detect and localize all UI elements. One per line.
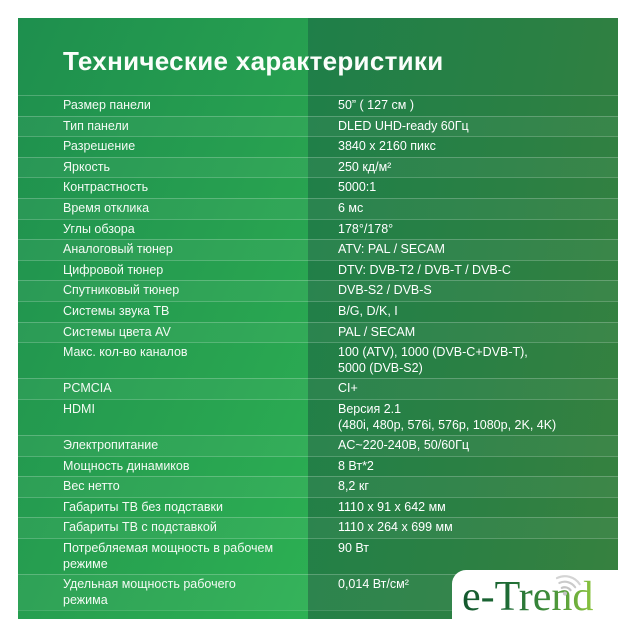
spec-value: 1110 x 91 x 642 мм — [338, 499, 446, 514]
spec-value: AC~220-240В, 50/60Гц — [338, 438, 470, 453]
spec-value: 8,2 кг — [338, 479, 369, 494]
card-background-left — [18, 18, 308, 619]
spec-value: 8 Вт*2 — [338, 458, 374, 473]
spec-label: Вес нетто — [63, 479, 120, 494]
table-row: Вес нетто 8,2 кг — [18, 476, 618, 497]
table-row: HDMI Версия 2.1 (480i, 480p, 576i, 576p,… — [18, 398, 618, 435]
spec-value: DVB-S2 / DVB-S — [338, 283, 432, 298]
spec-value: 0,014 Вт/см² — [338, 577, 409, 592]
spec-label: Контрастность — [63, 180, 149, 195]
page-title: Технические характеристики — [63, 46, 444, 76]
table-row: Электропитание AC~220-240В, 50/60Гц — [18, 435, 618, 456]
table-row: Разрешение 3840 x 2160 пикс — [18, 136, 618, 157]
spec-label: Макс. кол-во каналов — [63, 345, 188, 360]
spec-label: Аналоговый тюнер — [63, 242, 173, 257]
spec-label: Разрешение — [63, 139, 136, 154]
spec-label: Системы звука ТВ — [63, 303, 170, 318]
table-row: Макс. кол-во каналов 100 (ATV), 1000 (DV… — [18, 342, 618, 378]
spec-label: Тип панели — [63, 118, 129, 133]
spec-value: 50” ( 127 см ) — [338, 98, 414, 112]
spec-label: Яркость — [63, 159, 111, 174]
table-row: Системы звука ТВ B/G, D/K, I — [18, 300, 618, 322]
table-row: Системы цвета AV PAL / SECAM — [18, 321, 618, 343]
table-row: Габариты ТВ с подставкой 1110 x 264 x 69… — [18, 517, 618, 539]
table-row: Мощность динамиков 8 Вт*2 — [18, 455, 618, 477]
table-row: Время отклика 6 мс — [18, 197, 618, 219]
table-row: Аналоговый тюнер ATV: PAL / SECAM — [18, 239, 618, 260]
spec-value: PAL / SECAM — [338, 324, 416, 339]
specs-table: Размер панели 50” ( 127 см ) Тип панели … — [18, 95, 618, 612]
spec-value: CI+ — [338, 381, 358, 396]
spec-card: Технические характеристики Размер панели… — [18, 18, 618, 619]
spec-label: Углы обзора — [63, 221, 135, 236]
spec-value: 250 кд/м² — [338, 159, 392, 174]
spec-value: 6 мс — [338, 200, 364, 215]
spec-value: DLED UHD-ready 60Гц — [338, 118, 469, 133]
spec-value: 90 Вт — [338, 541, 370, 556]
spec-label: PCMCIA — [63, 381, 112, 396]
spec-value: 100 (ATV), 1000 (DVB-C+DVB-T), 5000 (DVB… — [338, 345, 528, 375]
title-bar: Технические характеристики — [18, 18, 618, 95]
spec-label: Электропитание — [63, 438, 159, 453]
spec-label: Размер панели — [63, 98, 151, 112]
table-row: Потребляемая мощность в рабочем режиме 9… — [18, 538, 618, 574]
spec-value: DTV: DVB-T2 / DVB-T / DVB-C — [338, 262, 511, 277]
spec-label: Удельная мощность рабочего режима — [63, 577, 236, 607]
table-row: Размер панели 50” ( 127 см ) — [18, 95, 618, 116]
logo-box: e-Trend — [452, 570, 640, 640]
spec-value: 3840 x 2160 пикс — [338, 139, 436, 154]
spec-label: Габариты ТВ с подставкой — [63, 520, 217, 535]
spec-label: Мощность динамиков — [63, 458, 190, 473]
spec-label: HDMI — [63, 401, 95, 416]
table-row: PCMCIA CI+ — [18, 378, 618, 399]
spec-value: 5000:1 — [338, 180, 377, 195]
spec-value: B/G, D/K, I — [338, 303, 398, 318]
table-row: Углы обзора 178°/178° — [18, 218, 618, 240]
spec-value: Версия 2.1 (480i, 480p, 576i, 576p, 1080… — [338, 401, 557, 432]
wifi-icon — [555, 575, 581, 596]
table-row: Тип панели DLED UHD-ready 60Гц — [18, 115, 618, 137]
spec-value: ATV: PAL / SECAM — [338, 242, 445, 257]
card-background-right — [308, 18, 618, 619]
table-row: Габариты ТВ без подставки 1110 x 91 x 64… — [18, 496, 618, 518]
table-row: Спутниковый тюнер DVB-S2 / DVB-S — [18, 280, 618, 301]
spec-value: 1110 x 264 x 699 мм — [338, 520, 453, 535]
table-row: Яркость 250 кд/м² — [18, 156, 618, 178]
table-row: Цифровой тюнер DTV: DVB-T2 / DVB-T / DVB… — [18, 259, 618, 281]
spec-label: Спутниковый тюнер — [63, 283, 180, 298]
spec-value: 178°/178° — [338, 221, 394, 236]
spec-label: Время отклика — [63, 200, 150, 215]
spec-label: Цифровой тюнер — [63, 262, 164, 277]
spec-label: Габариты ТВ без подставки — [63, 499, 223, 514]
spec-label: Потребляемая мощность в рабочем режиме — [63, 541, 274, 571]
table-row: Контрастность 5000:1 — [18, 177, 618, 198]
spec-label: Системы цвета AV — [63, 324, 171, 339]
